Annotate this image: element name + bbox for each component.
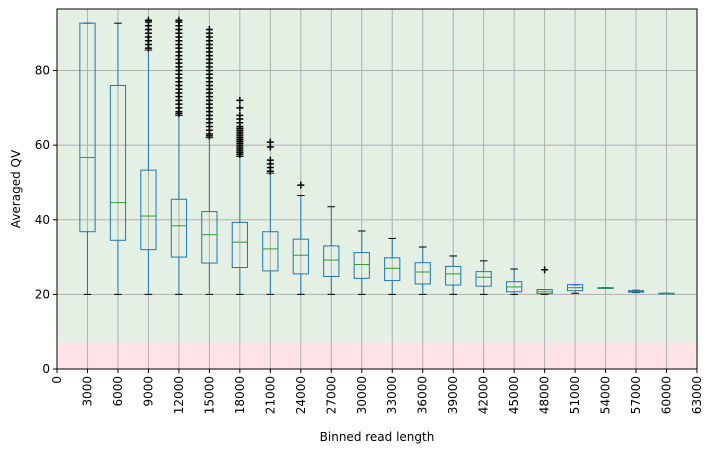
y-tick-label: 60 <box>35 138 50 152</box>
iqr-box <box>292 238 309 275</box>
box-42000 <box>475 260 492 295</box>
box-36000 <box>414 246 431 295</box>
x-axis-label: Binned read length <box>320 430 435 444</box>
box-18000 <box>231 96 248 295</box>
box-21000 <box>262 138 279 295</box>
outlier-marker <box>541 266 549 274</box>
outlier-marker <box>144 16 152 24</box>
box-57000 <box>627 289 645 294</box>
x-tick-label: 33000 <box>385 376 399 414</box>
box-24000 <box>292 181 309 295</box>
box-6000 <box>109 22 127 295</box>
box-27000 <box>323 206 340 295</box>
outlier-marker <box>266 156 274 164</box>
x-tick-label: 0 <box>50 376 64 384</box>
plot-area-frame <box>56 8 698 370</box>
x-tick-label: 51000 <box>568 376 582 414</box>
x-tick-label: 63000 <box>690 376 704 414</box>
iqr-box <box>353 252 370 279</box>
outlier-marker <box>236 104 244 112</box>
outlier-marker <box>297 181 305 189</box>
x-tick-label: 21000 <box>263 376 277 414</box>
iqr-box <box>262 231 279 272</box>
iqr-box <box>140 169 157 251</box>
x-tick-label: 45000 <box>507 376 521 414</box>
outlier-marker <box>175 16 183 24</box>
band-0 <box>57 342 697 369</box>
box-15000 <box>201 26 218 295</box>
axis-ticks: 0 20 40 60 80 0 3000 6000 9000 12000 15000 18000 210… <box>35 64 704 415</box>
iqr-box <box>201 211 218 264</box>
box-60000 <box>658 292 675 295</box>
x-tick-label: 9000 <box>141 376 155 407</box>
y-tick-label: 40 <box>35 213 50 227</box>
x-tick-label: 36000 <box>416 376 430 414</box>
x-tick-label: 12000 <box>172 376 186 414</box>
box-plot-series <box>79 16 675 295</box>
x-tick-label: 3000 <box>80 376 94 407</box>
y-tick-label: 0 <box>42 362 50 376</box>
box-33000 <box>384 237 401 295</box>
x-tick-label: 27000 <box>324 376 338 414</box>
iqr-box <box>445 265 462 286</box>
iqr-box <box>475 271 492 287</box>
iqr-box <box>231 221 248 269</box>
x-tick-label: 57000 <box>629 376 643 414</box>
box-3000 <box>79 22 96 295</box>
outlier-marker <box>205 26 213 34</box>
x-tick-label: 6000 <box>111 376 125 407</box>
x-tick-label: 60000 <box>660 376 674 414</box>
iqr-box <box>384 257 401 282</box>
background-bands <box>57 9 697 369</box>
iqr-box <box>79 22 96 233</box>
box-54000 <box>597 287 614 289</box>
x-tick-label: 39000 <box>446 376 460 414</box>
box-51000 <box>566 284 584 294</box>
x-tick-label: 18000 <box>233 376 247 414</box>
x-tick-label: 30000 <box>355 376 369 414</box>
iqr-box <box>109 84 127 241</box>
iqr-box <box>323 245 340 277</box>
x-tick-label: 42000 <box>477 376 491 414</box>
box-39000 <box>445 255 462 295</box>
x-tick-label: 24000 <box>294 376 308 414</box>
box-12000 <box>170 16 188 295</box>
box-48000 <box>536 266 553 295</box>
band-1 <box>57 9 697 343</box>
iqr-box <box>414 262 431 285</box>
x-tick-label: 54000 <box>599 376 613 414</box>
outlier-marker <box>236 96 244 104</box>
box-45000 <box>506 268 523 295</box>
y-tick-label: 20 <box>35 287 50 301</box>
outlier-marker <box>266 138 274 146</box>
iqr-box <box>170 198 188 258</box>
y-axis-label: Averaged QV <box>9 149 23 228</box>
box-9000 <box>140 16 157 295</box>
x-tick-label: 15000 <box>202 376 216 414</box>
outlier-marker <box>236 111 244 119</box>
x-tick-label: 48000 <box>538 376 552 414</box>
box-30000 <box>353 230 370 295</box>
y-tick-label: 80 <box>35 64 50 78</box>
